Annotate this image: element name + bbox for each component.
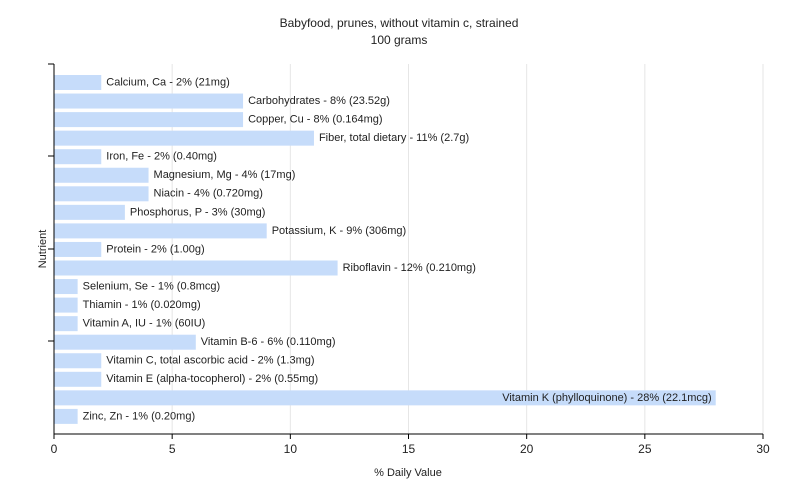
bar-label-18: Zinc, Zn - 1% (0.20mg) <box>83 410 195 422</box>
x-tick-label-4: 20 <box>520 442 534 456</box>
bar-3 <box>54 130 314 146</box>
bar-label-9: Protein - 2% (1.00g) <box>106 243 204 255</box>
x-tick-label-0: 0 <box>51 442 58 456</box>
bar-label-0: Calcium, Ca - 2% (21mg) <box>106 76 229 88</box>
bar-17 <box>54 390 716 406</box>
x-tick-label-6: 30 <box>756 442 770 456</box>
chart-subtitle: 100 grams <box>371 33 428 47</box>
bar-label-11: Selenium, Se - 1% (0.8mcg) <box>83 280 221 292</box>
bar-label-7: Phosphorus, P - 3% (30mg) <box>130 206 266 218</box>
bar-label-2: Copper, Cu - 8% (0.164mg) <box>248 114 383 126</box>
bar-11 <box>54 279 78 295</box>
bar-1 <box>54 93 244 109</box>
bar-8 <box>54 223 267 239</box>
bar-16 <box>54 371 102 387</box>
bar-13 <box>54 316 78 332</box>
chart-title: Babyfood, prunes, without vitamin c, str… <box>280 16 519 30</box>
bar-label-10: Riboflavin - 12% (0.210mg) <box>343 262 476 274</box>
bar-15 <box>54 353 102 369</box>
bar-7 <box>54 204 125 220</box>
bar-label-3: Fiber, total dietary - 11% (2.7g) <box>319 132 469 144</box>
bar-label-4: Iron, Fe - 2% (0.40mg) <box>106 151 217 163</box>
bar-12 <box>54 297 78 313</box>
bar-label-1: Carbohydrates - 8% (23.52g) <box>248 95 390 107</box>
bar-4 <box>54 149 102 165</box>
bar-label-13: Vitamin A, IU - 1% (60IU) <box>83 318 206 330</box>
bar-9 <box>54 241 102 257</box>
bar-18 <box>54 408 78 424</box>
x-tick-label-1: 5 <box>169 442 176 456</box>
bar-label-6: Niacin - 4% (0.720mg) <box>154 188 263 200</box>
bar-label-15: Vitamin C, total ascorbic acid - 2% (1.3… <box>106 355 314 367</box>
bar-label-5: Magnesium, Mg - 4% (17mg) <box>154 169 296 181</box>
bar-label-16: Vitamin E (alpha-tocopherol) - 2% (0.55m… <box>106 373 318 385</box>
bar-10 <box>54 260 338 276</box>
x-axis-label: % Daily Value <box>374 467 442 479</box>
bar-label-12: Thiamin - 1% (0.020mg) <box>83 299 201 311</box>
x-tick-label-2: 10 <box>284 442 298 456</box>
bar-label-8: Potassium, K - 9% (306mg) <box>272 225 407 237</box>
x-tick-label-5: 25 <box>638 442 652 456</box>
bar-6 <box>54 186 149 202</box>
bar-2 <box>54 112 244 128</box>
bar-5 <box>54 167 149 183</box>
bar-label-17: Vitamin K (phylloquinone) - 28% (22.1mcg… <box>502 392 712 404</box>
bar-14 <box>54 334 196 350</box>
bar-0 <box>54 75 102 90</box>
x-ticks: 0 5 10 15 20 25 30 <box>51 434 770 456</box>
grid-lines <box>171 64 764 434</box>
bar-label-14: Vitamin B-6 - 6% (0.110mg) <box>201 336 336 348</box>
x-tick-label-3: 15 <box>402 442 416 456</box>
bars: Calcium, Ca - 2% (21mg) Carbohydrates - 8… <box>54 75 716 424</box>
y-axis-label: Nutrient <box>37 230 49 269</box>
